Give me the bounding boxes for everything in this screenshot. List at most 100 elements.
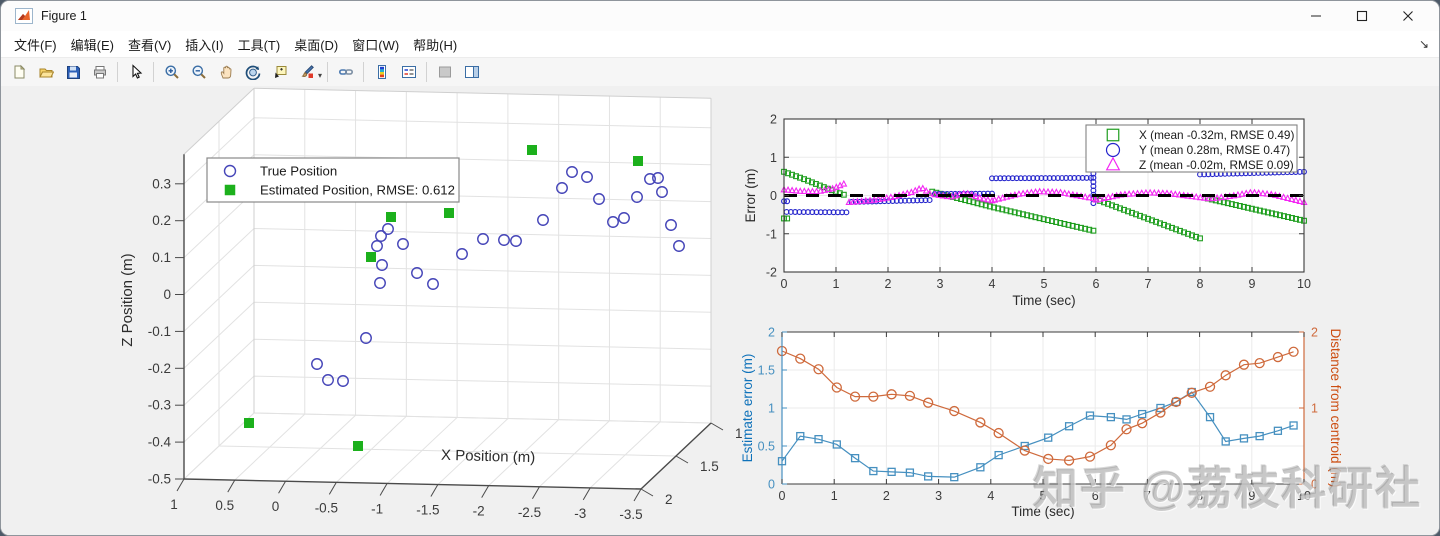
pointer-button[interactable] bbox=[123, 60, 148, 84]
maximize-button[interactable] bbox=[1339, 1, 1385, 31]
brush-button[interactable] bbox=[294, 60, 319, 84]
menu-bar: 文件(F) 编辑(E) 查看(V) 插入(I) 工具(T) 桌面(D) 窗口(W… bbox=[1, 31, 1439, 58]
menu-window[interactable]: 窗口(W) bbox=[352, 37, 400, 53]
svg-text:Estimated Position, RMSE: 0.61: Estimated Position, RMSE: 0.612 bbox=[260, 183, 455, 198]
print-button[interactable] bbox=[87, 60, 112, 84]
save-button[interactable] bbox=[60, 60, 85, 84]
plot-tools-on-button[interactable] bbox=[459, 60, 484, 84]
maximize-icon bbox=[1356, 10, 1368, 22]
svg-text:0: 0 bbox=[272, 499, 280, 514]
svg-text:-3: -3 bbox=[574, 506, 586, 521]
svg-text:-2: -2 bbox=[473, 504, 485, 519]
insert-colorbar-button[interactable] bbox=[369, 60, 394, 84]
plot-3d-position[interactable]: 1 0.5 0 -0.5 -1 -1.5 -2 -2.5 -3 -3.5 1 1.5 2 0.3 0.2 0.… bbox=[96, 86, 746, 527]
svg-text:5: 5 bbox=[1040, 489, 1047, 503]
error-x-label: Time (sec) bbox=[1012, 293, 1075, 308]
zoom-out-icon bbox=[192, 65, 206, 79]
svg-text:1: 1 bbox=[768, 402, 775, 416]
svg-text:7: 7 bbox=[1144, 489, 1151, 503]
svg-text:7: 7 bbox=[1145, 277, 1152, 291]
svg-text:3: 3 bbox=[937, 277, 944, 291]
rotate-3d-button[interactable] bbox=[240, 60, 265, 84]
title-bar: Figure 1 bbox=[1, 1, 1439, 31]
svg-text:-1: -1 bbox=[766, 227, 777, 241]
toolbar-separator bbox=[117, 62, 118, 82]
svg-text:8: 8 bbox=[1196, 489, 1203, 503]
brush-dropdown-icon[interactable]: ▾ bbox=[318, 70, 323, 80]
legend-error[interactable]: X (mean -0.32m, RMSE 0.49)Y (mean 0.28m,… bbox=[1085, 124, 1298, 173]
dock-arrow-icon[interactable]: ↘ bbox=[1418, 37, 1429, 51]
toolbar: ▾ bbox=[1, 58, 1439, 87]
svg-text:-1: -1 bbox=[371, 501, 383, 516]
menu-edit[interactable]: 编辑(E) bbox=[70, 37, 114, 53]
menu-insert[interactable]: 插入(I) bbox=[185, 37, 224, 53]
toolbar-separator bbox=[363, 62, 365, 82]
brush-icon bbox=[300, 65, 314, 78]
plot-error-time[interactable]: 0 1 2 3 4 5 6 7 8 9 10 -2 -1 0 1 2 Time (sec) Error (m) X … bbox=[741, 97, 1440, 317]
link-plots-button[interactable] bbox=[333, 60, 358, 84]
menu-help[interactable]: 帮助(H) bbox=[413, 37, 458, 53]
svg-text:-0.5: -0.5 bbox=[148, 472, 171, 487]
svg-text:8: 8 bbox=[1197, 277, 1204, 291]
svg-text:0: 0 bbox=[781, 277, 788, 291]
plot-tools-off-button[interactable] bbox=[432, 60, 457, 84]
x-axis-label-3d: X Position (m) bbox=[441, 447, 536, 466]
svg-text:-0.3: -0.3 bbox=[148, 398, 171, 413]
figure-canvas: 1 0.5 0 -0.5 -1 -1.5 -2 -2.5 -3 -3.5 1 1.5 2 0.3 0.2 0.… bbox=[1, 86, 1439, 535]
svg-text:10: 10 bbox=[1297, 489, 1311, 503]
svg-text:True Position: True Position bbox=[260, 164, 337, 179]
insert-legend-button[interactable] bbox=[396, 60, 421, 84]
close-button[interactable] bbox=[1385, 1, 1431, 31]
svg-text:1: 1 bbox=[833, 277, 840, 291]
legend-3d[interactable]: True Position Estimated Position, RMSE: 0… bbox=[206, 157, 460, 203]
svg-text:2: 2 bbox=[770, 113, 777, 127]
data-cursor-button[interactable] bbox=[267, 60, 292, 84]
toolbar-separator bbox=[426, 62, 428, 82]
z-axis-label-3d: Z Position (m) bbox=[119, 253, 136, 346]
menu-file[interactable]: 文件(F) bbox=[14, 37, 57, 53]
open-file-button[interactable] bbox=[33, 60, 58, 84]
zoom-in-button[interactable] bbox=[159, 60, 184, 84]
svg-text:1: 1 bbox=[831, 489, 838, 503]
svg-text:Z (mean -0.02m, RMSE 0.09): Z (mean -0.02m, RMSE 0.09) bbox=[1139, 158, 1294, 172]
dual-x-label: Time (sec) bbox=[1011, 504, 1074, 519]
zoom-in-icon bbox=[165, 65, 179, 79]
toolbar-separator bbox=[153, 62, 154, 82]
toolbar-separator bbox=[327, 62, 329, 82]
new-file-icon bbox=[14, 64, 25, 79]
svg-text:-0.4: -0.4 bbox=[148, 435, 172, 450]
svg-text:0: 0 bbox=[163, 287, 171, 302]
window-title: Figure 1 bbox=[41, 9, 87, 23]
svg-text:-2.5: -2.5 bbox=[518, 505, 541, 520]
svg-text:9: 9 bbox=[1248, 489, 1255, 503]
svg-text:-0.5: -0.5 bbox=[315, 500, 338, 515]
insert-legend-icon bbox=[401, 66, 416, 78]
svg-text:-2: -2 bbox=[766, 266, 777, 280]
minimize-button[interactable] bbox=[1293, 1, 1339, 31]
pan-button[interactable] bbox=[213, 60, 238, 84]
plot-tools-off-icon bbox=[438, 66, 451, 78]
svg-text:0: 0 bbox=[1311, 478, 1318, 492]
menu-tools[interactable]: 工具(T) bbox=[237, 37, 281, 53]
new-file-button[interactable] bbox=[6, 60, 31, 84]
svg-text:3: 3 bbox=[935, 489, 942, 503]
pointer-icon bbox=[131, 64, 142, 79]
link-plots-icon bbox=[338, 69, 353, 75]
menu-desktop[interactable]: 桌面(D) bbox=[294, 37, 339, 53]
svg-text:6: 6 bbox=[1092, 489, 1099, 503]
svg-text:5: 5 bbox=[1041, 277, 1048, 291]
plot-error-group: 0 1 2 3 4 5 6 7 8 9 10 -2 -1 0 1 2 Time (sec) Error (m) bbox=[743, 113, 1311, 309]
svg-text:1.5: 1.5 bbox=[758, 364, 775, 378]
svg-text:1.5: 1.5 bbox=[700, 459, 719, 474]
matlab-logo-icon bbox=[15, 8, 33, 24]
pan-icon bbox=[220, 65, 231, 79]
zoom-out-button[interactable] bbox=[186, 60, 211, 84]
series-distance-from-centroid bbox=[776, 345, 1299, 466]
svg-text:4: 4 bbox=[987, 489, 994, 503]
svg-text:1: 1 bbox=[735, 426, 743, 441]
insert-colorbar-icon bbox=[377, 65, 386, 79]
menu-view[interactable]: 查看(V) bbox=[127, 37, 172, 53]
